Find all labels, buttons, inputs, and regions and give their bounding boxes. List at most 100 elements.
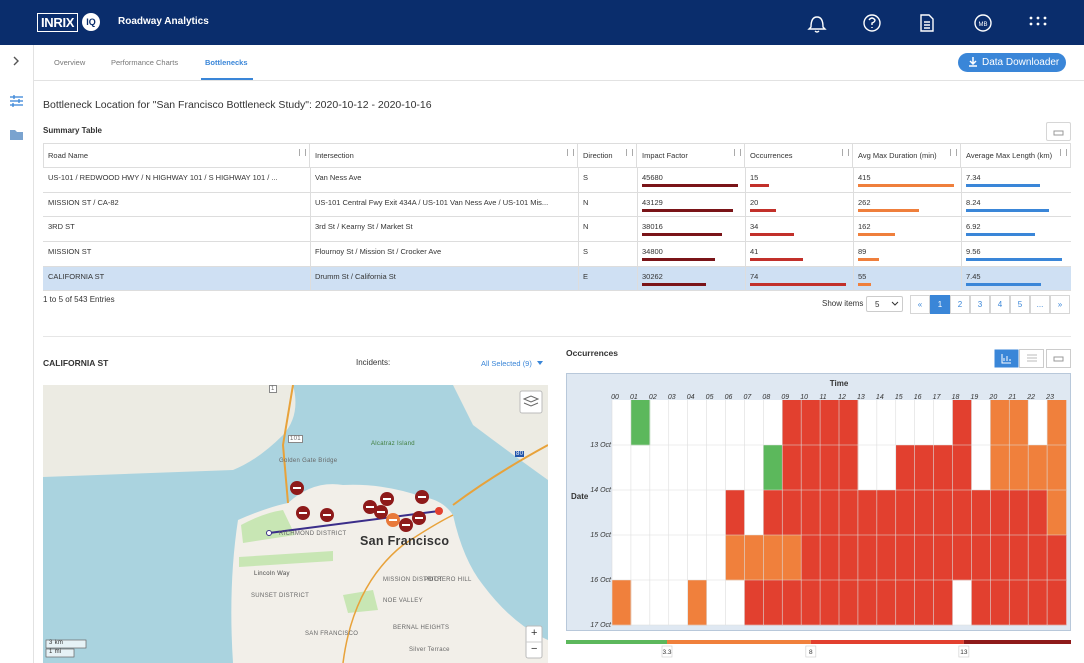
column-divider [853, 191, 854, 217]
heat-cell [763, 580, 783, 626]
incident-marker[interactable] [399, 518, 413, 532]
column-header[interactable] [310, 143, 578, 167]
scale-label: 3 km [49, 640, 64, 646]
zoom-in[interactable]: + [531, 627, 538, 639]
incident-marker[interactable] [412, 511, 426, 525]
route-start [266, 530, 272, 536]
column-header[interactable] [578, 143, 637, 167]
x-tick-label: 08 [762, 394, 770, 401]
incident-marker[interactable] [296, 506, 310, 520]
apps-icon[interactable] [1029, 16, 1047, 26]
heat-cell [801, 580, 821, 626]
heat-cell [952, 535, 972, 581]
sidebar-icons [10, 56, 23, 140]
expand-icon[interactable] [13, 56, 19, 66]
layers-icon [522, 395, 540, 407]
x-tick-label: 06 [725, 394, 733, 401]
heat-cell [914, 580, 934, 626]
avatar-icon[interactable] [974, 14, 992, 32]
column-header-label: Average Max Length (km) [966, 151, 1053, 160]
page-button[interactable]: 3 [970, 295, 990, 314]
select-caret [891, 301, 899, 306]
filters-icon[interactable] [10, 95, 23, 107]
x-tick-label: 07 [744, 394, 753, 401]
incident-marker[interactable] [374, 505, 388, 519]
help-icon[interactable] [863, 14, 881, 32]
logo[interactable]: INRIX [37, 13, 79, 32]
column-divider [745, 241, 746, 266]
bell-icon[interactable] [807, 16, 827, 33]
column-header[interactable] [745, 143, 853, 167]
table-row[interactable] [43, 241, 1071, 266]
table-cell: S [583, 173, 589, 182]
incident-marker[interactable] [415, 490, 429, 504]
column-divider [961, 241, 962, 266]
page-button[interactable]: ... [1030, 295, 1050, 314]
incident-marker[interactable] [320, 508, 334, 522]
incident-marker[interactable] [290, 481, 304, 495]
x-tick-label: 09 [781, 394, 789, 401]
column-divider [745, 191, 746, 217]
x-tick-label: 00 [611, 394, 619, 401]
column-divider [961, 216, 962, 242]
heat-cell [971, 535, 991, 581]
heat-cell [1028, 445, 1048, 491]
column-header-label: Impact Factor [642, 151, 688, 160]
heat-cell [763, 445, 783, 491]
map[interactable]: Alcatraz Island Golden Gate Bridge San F… [43, 385, 548, 663]
incident-marker[interactable] [363, 500, 377, 514]
incident-marker[interactable] [380, 492, 394, 506]
heat-cell [1047, 400, 1067, 446]
legend-tick [661, 645, 673, 658]
incident-marker[interactable] [386, 513, 400, 527]
show-items-select[interactable]: 5 [866, 296, 903, 312]
column-header[interactable] [637, 143, 745, 167]
table-cell: 162 [858, 222, 871, 232]
x-tick-label: 23 [1045, 394, 1054, 401]
page-button[interactable]: 4 [990, 295, 1010, 314]
sort-icon [626, 149, 633, 156]
page-button[interactable]: 1 [930, 295, 950, 314]
column-header[interactable] [853, 143, 961, 167]
chart-print-button[interactable] [1046, 349, 1071, 368]
folder-icon[interactable] [10, 130, 23, 140]
x-tick-label: 11 [819, 394, 826, 401]
column-divider [310, 191, 311, 217]
table-row[interactable] [43, 216, 1071, 242]
table-row[interactable] [43, 167, 1071, 192]
table-bar [966, 282, 1041, 286]
table-row[interactable] [43, 191, 1071, 217]
incidents-filter[interactable]: All Selected (9) [481, 359, 532, 368]
page-button[interactable]: « [910, 295, 930, 314]
legend-tick [958, 645, 970, 658]
table-row[interactable] [43, 265, 1071, 291]
y-tick-label: 16 Oct [590, 577, 612, 584]
heat-cell [914, 445, 934, 491]
heat-cell [1009, 535, 1029, 581]
tab[interactable]: Bottlenecks [205, 58, 248, 67]
column-header[interactable] [43, 143, 310, 167]
column-header[interactable] [961, 143, 1071, 167]
map-route [268, 510, 440, 534]
x-tick-label: 15 [895, 394, 903, 401]
table-cell: 3rd St / Kearny St / Market St [315, 222, 413, 232]
tab[interactable]: Overview [54, 58, 86, 67]
column-divider [578, 191, 579, 217]
page-button[interactable]: 2 [950, 295, 970, 314]
summary-title: Summary Table [43, 126, 102, 135]
download-button[interactable]: Data Downloader [958, 53, 1066, 72]
sidebar [0, 45, 34, 663]
column-divider [745, 216, 746, 242]
legend-tick [805, 645, 817, 658]
table-cell: US-101 / REDWOOD HWY / N HIGHWAY 101 / S… [48, 173, 278, 182]
report-icon[interactable] [920, 14, 934, 32]
print-button[interactable] [1046, 122, 1071, 141]
tab[interactable]: Performance Charts [111, 58, 179, 67]
table-cell: 38016 [642, 222, 663, 232]
zoom-out[interactable]: − [531, 643, 538, 655]
table-cell: CALIFORNIA ST [48, 271, 105, 281]
heat-cell [801, 535, 821, 581]
table-bar [750, 258, 804, 262]
page-button[interactable]: 5 [1010, 295, 1030, 314]
page-button[interactable]: » [1050, 295, 1070, 314]
